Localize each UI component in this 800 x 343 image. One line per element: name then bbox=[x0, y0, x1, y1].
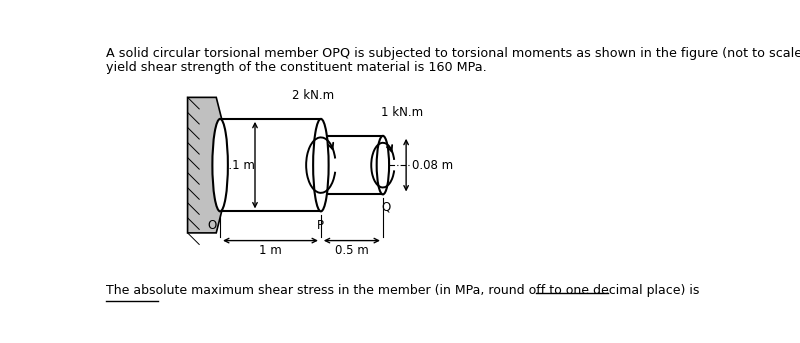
Text: O: O bbox=[208, 219, 217, 232]
Text: Q: Q bbox=[382, 201, 390, 214]
Ellipse shape bbox=[313, 119, 329, 211]
Text: 0.5 m: 0.5 m bbox=[335, 244, 369, 257]
Text: 0.1 m: 0.1 m bbox=[221, 158, 255, 172]
Text: 1 m: 1 m bbox=[259, 244, 282, 257]
Text: The absolute maximum shear stress in the member (in MPa, round off to one decima: The absolute maximum shear stress in the… bbox=[106, 284, 699, 297]
Text: A solid circular torsional member OPQ is subjected to torsional moments as shown: A solid circular torsional member OPQ is… bbox=[106, 47, 800, 60]
Text: 0.08 m: 0.08 m bbox=[412, 158, 454, 172]
Text: 2 kN.m: 2 kN.m bbox=[292, 89, 334, 102]
Polygon shape bbox=[187, 97, 222, 233]
Text: yield shear strength of the constituent material is 160 MPa.: yield shear strength of the constituent … bbox=[106, 61, 487, 74]
Ellipse shape bbox=[212, 119, 228, 211]
Text: 1 kN.m: 1 kN.m bbox=[381, 106, 423, 119]
Ellipse shape bbox=[377, 136, 389, 194]
Text: P: P bbox=[318, 219, 324, 232]
